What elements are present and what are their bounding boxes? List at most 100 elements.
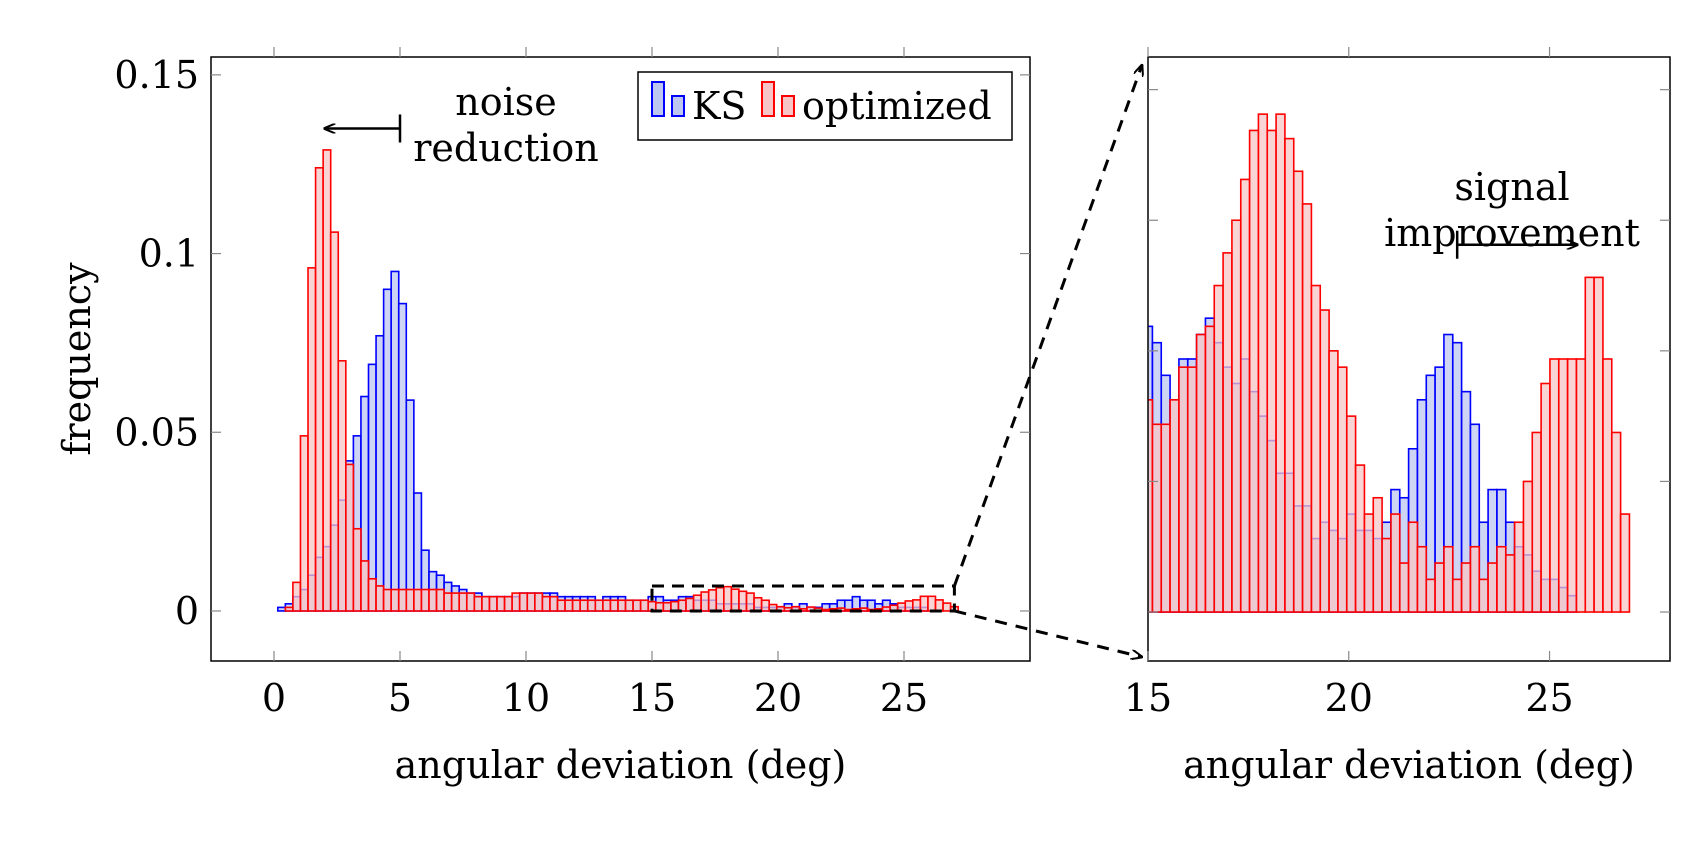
bar [382, 288, 392, 612]
bar [707, 589, 718, 612]
bar [579, 599, 589, 612]
bar [912, 599, 922, 612]
bar [473, 595, 483, 612]
bar [360, 560, 370, 612]
legend-swatch [781, 95, 795, 117]
bar [1195, 333, 1207, 613]
bar [586, 599, 597, 612]
bar [1319, 309, 1330, 613]
x-tick-label: 25 [1525, 676, 1573, 720]
plot-frame [210, 56, 1031, 662]
y-tick-label: 0 [175, 589, 199, 633]
bar [405, 399, 415, 612]
bar [692, 594, 702, 612]
bar [382, 588, 392, 612]
bar [677, 599, 687, 612]
legend-swatch [671, 95, 685, 117]
annotation-text: signal [1454, 165, 1569, 209]
bar [927, 595, 937, 612]
bar [375, 585, 385, 612]
bar [1531, 431, 1542, 613]
bar [1540, 382, 1551, 613]
bar [481, 595, 491, 612]
bar [723, 585, 733, 612]
bar [1231, 219, 1242, 613]
bar [1310, 284, 1322, 613]
legend-swatch [651, 81, 665, 117]
bar [1416, 545, 1428, 613]
x-tick-label: 20 [754, 676, 802, 720]
bar [942, 602, 952, 612]
bar [617, 599, 627, 612]
bar [284, 606, 294, 612]
bar [1434, 562, 1445, 613]
y-axis-label: frequency [55, 262, 99, 456]
bar [1451, 341, 1463, 613]
bar [1354, 464, 1366, 613]
bar [1222, 252, 1233, 613]
bar [1478, 578, 1489, 613]
bar [534, 592, 544, 612]
bar [602, 599, 612, 612]
bar [375, 334, 385, 612]
bar [541, 595, 551, 612]
x-axis-label: angular deviation (deg) [395, 743, 847, 787]
bar [639, 599, 650, 612]
bar [556, 599, 566, 612]
bar [1513, 521, 1525, 613]
bar [1328, 350, 1339, 613]
bar [428, 588, 438, 612]
bar [1284, 137, 1295, 613]
bar [1390, 513, 1401, 613]
bar [1460, 562, 1472, 613]
bar [397, 302, 408, 612]
bar [352, 527, 362, 612]
bar [1398, 562, 1410, 613]
x-tick-label: 20 [1325, 676, 1373, 720]
bar [919, 595, 929, 612]
bar [745, 592, 755, 612]
bar [632, 599, 642, 612]
bar [458, 592, 468, 612]
legend-box [637, 71, 1013, 141]
x-tick-label: 5 [388, 676, 412, 720]
bar [1575, 358, 1587, 613]
bar [1239, 178, 1251, 613]
bar [1487, 562, 1498, 613]
bar [337, 359, 347, 612]
bar [299, 435, 309, 612]
bar [1425, 374, 1436, 613]
zoom-connector-top [952, 65, 1142, 587]
bar [1363, 513, 1375, 613]
bar [1213, 284, 1224, 613]
bar [730, 588, 740, 612]
annotation-text: improvement [1384, 211, 1640, 255]
bar [488, 595, 498, 612]
bar [753, 596, 763, 612]
bar [1381, 537, 1392, 613]
x-tick-label: 10 [502, 676, 550, 720]
annotation-text: reduction [413, 126, 599, 170]
bar [934, 599, 944, 612]
annotation-text: noise [455, 80, 557, 124]
y-tick-label: 0.15 [114, 53, 199, 97]
series-optimized [1148, 113, 1631, 613]
y-tick-label: 0.1 [139, 232, 199, 276]
bar [405, 588, 415, 612]
bar [276, 606, 287, 612]
bar [1160, 423, 1171, 613]
bar [685, 597, 695, 612]
legend-swatch [761, 81, 775, 117]
bar [881, 606, 891, 612]
bar [1186, 366, 1198, 613]
bar [1443, 545, 1454, 613]
bar [397, 588, 408, 612]
legend: KS optimized [637, 71, 1013, 141]
bar [571, 599, 581, 612]
bar [413, 588, 423, 612]
bar [1425, 578, 1436, 613]
legend-label: optimized [802, 84, 992, 128]
legend-label: KS [692, 84, 746, 128]
bar [1372, 496, 1383, 613]
